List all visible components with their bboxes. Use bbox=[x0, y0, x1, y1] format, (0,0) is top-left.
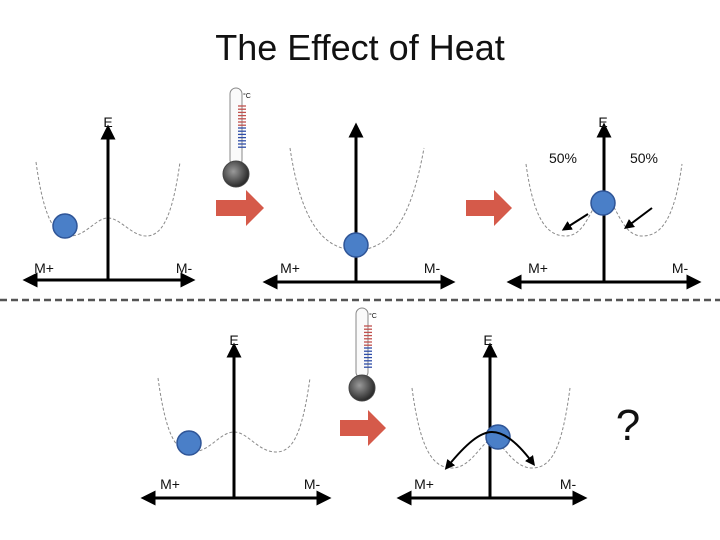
m-minus-label: M- bbox=[176, 260, 193, 276]
heat-arrow-3 bbox=[340, 410, 386, 446]
thermometer-bottom: °C bbox=[348, 307, 377, 402]
tilt-arrow-left bbox=[561, 213, 589, 231]
thermometer-hot-ticks bbox=[238, 105, 246, 126]
thermometer-cold-ticks bbox=[364, 347, 372, 368]
energy-label: E bbox=[598, 114, 607, 130]
panel-1: E M+ M- bbox=[22, 114, 196, 288]
m-minus-label: M- bbox=[672, 260, 689, 276]
tilt-arrow-right bbox=[624, 207, 653, 229]
m-minus-label: M- bbox=[424, 260, 441, 276]
panel-3: E 50% 50% M+ M- bbox=[506, 114, 702, 290]
thermometer-tube bbox=[229, 87, 243, 167]
m-plus-label: M+ bbox=[34, 260, 54, 276]
thermometer-unit: °C bbox=[369, 312, 377, 320]
percent-right-label: 50% bbox=[630, 150, 658, 166]
thermometer-top: °C bbox=[222, 87, 251, 188]
heat-arrow-2 bbox=[466, 190, 512, 226]
percent-left-label: 50% bbox=[549, 150, 577, 166]
molecule-ball bbox=[176, 430, 202, 456]
thermometer-hot-ticks bbox=[364, 325, 372, 346]
energy-label: E bbox=[229, 332, 238, 348]
thermometer-bulb bbox=[222, 160, 250, 188]
m-plus-label: M+ bbox=[528, 260, 548, 276]
energy-label: E bbox=[483, 332, 492, 348]
molecule-ball bbox=[343, 232, 369, 258]
molecule-ball bbox=[52, 213, 78, 239]
thermometer-unit: °C bbox=[243, 92, 251, 100]
panel-4: E M+ M- bbox=[140, 332, 332, 506]
thermometer-cold-ticks bbox=[238, 127, 246, 148]
m-minus-label: M- bbox=[304, 476, 321, 492]
roll-arrow bbox=[444, 430, 536, 470]
m-plus-label: M+ bbox=[414, 476, 434, 492]
m-minus-label: M- bbox=[560, 476, 577, 492]
heat-arrow-1 bbox=[216, 190, 264, 226]
m-plus-label: M+ bbox=[160, 476, 180, 492]
panel-2: M+ M- bbox=[262, 122, 456, 290]
question-mark: ? bbox=[616, 401, 640, 450]
energy-label: E bbox=[103, 114, 112, 130]
thermometer-bulb bbox=[348, 374, 376, 402]
molecule-ball bbox=[590, 190, 616, 216]
panel-5: E M+ M- ? bbox=[396, 332, 640, 506]
page-title: The Effect of Heat bbox=[215, 27, 505, 68]
m-plus-label: M+ bbox=[280, 260, 300, 276]
